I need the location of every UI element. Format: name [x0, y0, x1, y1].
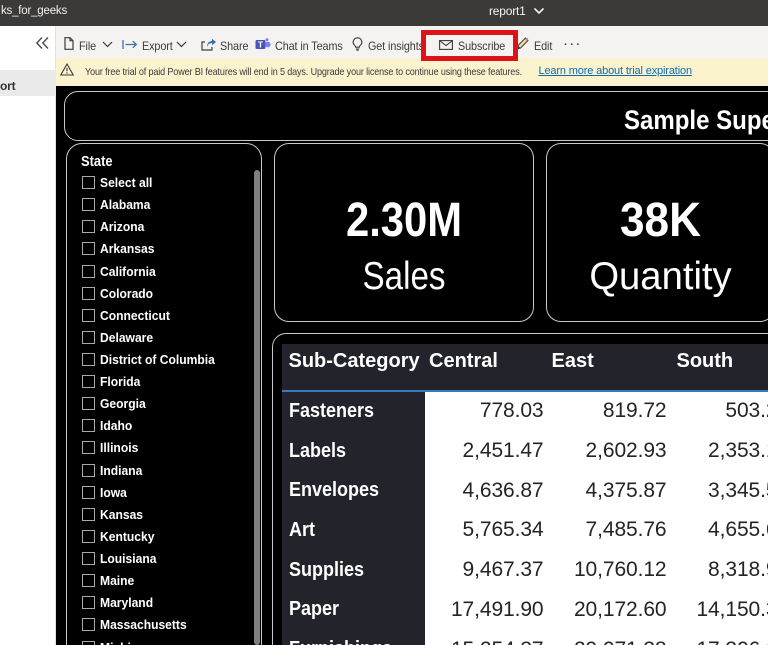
- svg-text:T: T: [258, 40, 264, 50]
